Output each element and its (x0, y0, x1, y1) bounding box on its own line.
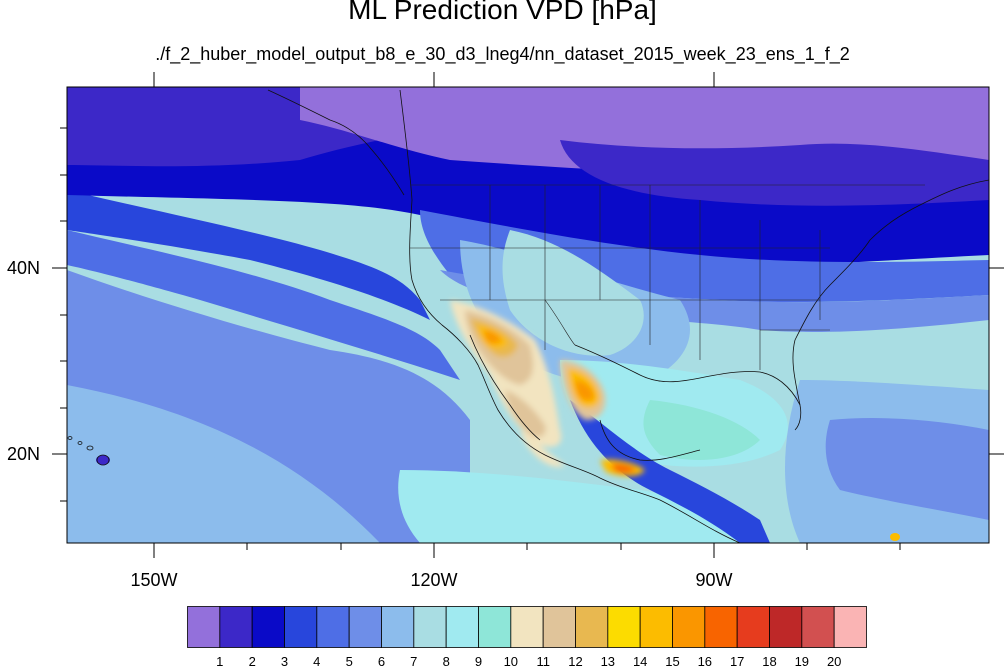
coastline-east (792, 179, 989, 406)
colorbar-swatch (704, 606, 738, 648)
lat-label-40n: 40N (6, 258, 40, 278)
colorbar-swatch (413, 606, 447, 648)
hotspot-baja-12 (505, 390, 546, 437)
hawaii-islands (67, 436, 110, 466)
colorbar-tick-label: 10 (503, 654, 519, 669)
colorbar-swatch (736, 606, 770, 648)
colorbar-tick-label: 6 (377, 654, 386, 669)
colorbar-tick-label: 9 (474, 654, 483, 669)
colorbar-tick-label: 1 (216, 654, 224, 669)
colorbar (187, 606, 867, 648)
colorbar-tick-label: 17 (729, 654, 745, 669)
colorbar-swatch (575, 606, 609, 648)
field-south-ocean-2 (67, 440, 360, 543)
field-pacific-5 (67, 230, 460, 380)
colorbar-tick-label: 11 (536, 654, 550, 669)
field-conus-6 (440, 270, 989, 332)
map-title: ML Prediction VPD [hPa] (348, 0, 657, 25)
colorbar-tick-label: 15 (665, 654, 680, 669)
colorbar-tick-label: 5 (345, 654, 353, 669)
field-pacific-4 (67, 190, 430, 320)
field-north-2b (560, 140, 989, 206)
colorbar-tick-label: 4 (313, 654, 321, 669)
field-tropics-9 (398, 470, 760, 543)
colorbar-swatch (801, 606, 835, 648)
colorbar-swatch (348, 606, 382, 648)
axis-ticks (52, 72, 1004, 558)
colorbar-tick-label: 3 (280, 654, 289, 669)
state-borders (410, 184, 925, 370)
field-mexico-coast (570, 400, 770, 543)
colorbar-tick-label: 2 (248, 654, 256, 669)
hotspot-hawaii (96, 455, 110, 465)
colorbar-swatch (381, 606, 415, 648)
colorbar-swatch (607, 606, 641, 648)
colorbar-tick-label: 19 (794, 654, 810, 669)
colorbar-swatch (284, 606, 318, 648)
field-gulf-9b (643, 400, 760, 460)
hotspot-baja-coast-10 (520, 430, 565, 467)
map-subtitle: ./f_2_huber_model_output_b8_e_30_d3_lneg… (155, 44, 850, 64)
colorbar-swatch (833, 606, 867, 648)
lat-label-20n: 20N (6, 444, 40, 464)
colorbar-swatch (219, 606, 253, 648)
lon-label-150w: 150W (130, 570, 178, 590)
coastline-west (399, 89, 741, 543)
colorbar-swatch (187, 606, 221, 648)
colorbar-swatch (639, 606, 673, 648)
colorbar-swatch (316, 606, 350, 648)
hotspot-sonora-16 (484, 330, 501, 344)
hotspot-caribbean-14 (890, 533, 900, 541)
lon-label-120w: 120W (410, 570, 458, 590)
field-pacific-6 (67, 270, 470, 543)
colorbar-tick-label: 7 (410, 654, 418, 669)
lon-label-90w: 90W (695, 570, 733, 590)
field-conus-8 (502, 230, 644, 356)
colorbar-tick-label: 13 (600, 654, 616, 669)
hotspot-chihuahua-16 (575, 380, 594, 401)
colorbar-swatch (672, 606, 706, 648)
coastline-gulf (574, 344, 802, 461)
colorbar-swatch (510, 606, 544, 648)
coastline-alaska (267, 89, 405, 196)
colorbar-swatch (542, 606, 576, 648)
colorbar-tick-label: 16 (697, 654, 713, 669)
field-caribbean-6 (825, 418, 989, 520)
colorbar-tick-label: 14 (632, 654, 648, 669)
colorbar-swatch (478, 606, 512, 648)
colorbar-swatch (251, 606, 285, 648)
colorbar-tick-label: 12 (568, 654, 583, 669)
colorbar-swatch (769, 606, 803, 648)
coastline-baja (469, 334, 541, 441)
colorbar-tick-label: 20 (826, 654, 842, 669)
vpd-map (52, 72, 1004, 558)
colorbar-swatch (445, 606, 479, 648)
colorbar-tick-label: 18 (762, 654, 777, 669)
hotspot-southmex-17 (612, 463, 636, 473)
colorbar-tick-label: 8 (442, 654, 450, 669)
